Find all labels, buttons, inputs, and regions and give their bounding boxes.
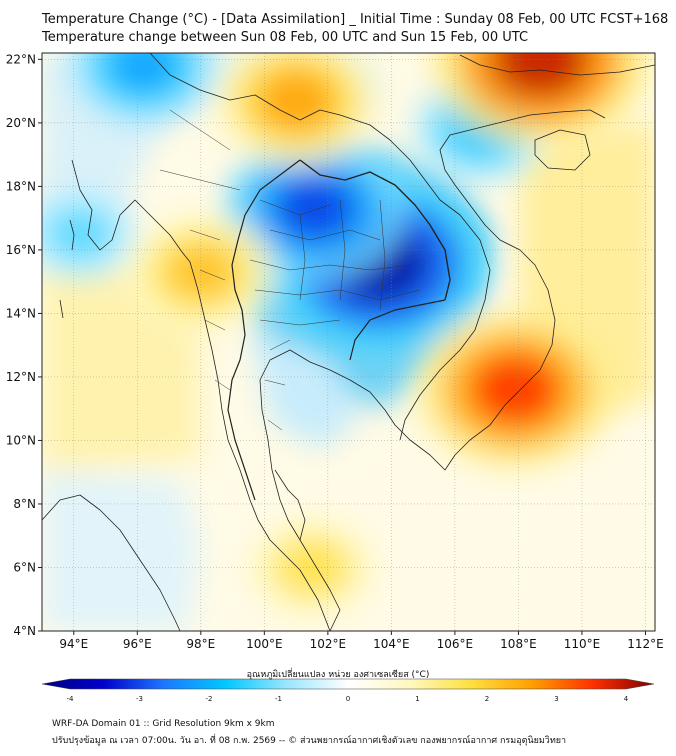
border-thailand-cambodia [349, 299, 446, 361]
colorbar-title: อุณหภูมิเปลี่ยนแปลง หน่วย องศาเซลเซียส (… [246, 670, 430, 680]
chart-title: Temperature Change (°C) - [Data Assimila… [42, 12, 669, 27]
province-lines-thailand [249, 199, 421, 431]
lat-label: 16°N [6, 243, 36, 257]
colorbar-tick-label: -2 [206, 695, 213, 703]
lon-label: 98°E [186, 637, 215, 651]
lat-label: 10°N [6, 433, 36, 447]
footer-update-info: ปรับปรุงข้อมูล ณ เวลา 07:00น. วัน อา. ที… [52, 736, 567, 746]
coastline-gulf-thailand [259, 109, 606, 632]
colorbar-tick-label: 0 [346, 695, 350, 703]
colorbar-tick-label: -4 [67, 695, 75, 703]
pale-blue-gulf [250, 330, 360, 450]
pale-blue-band-south [42, 470, 200, 631]
lat-label: 14°N [6, 306, 36, 320]
lat-label: 22°N [6, 52, 36, 66]
lon-label: 108°E [500, 637, 537, 651]
anomaly-north-laos-warming-ring-2 [258, 70, 334, 131]
anomaly-south-china-warming-ring-2 [492, 53, 589, 98]
colorbar-tick-label: 3 [554, 695, 558, 703]
lon-label: 110°E [564, 637, 601, 651]
colorbar-tick-label: 2 [485, 695, 489, 703]
island-andaman [59, 219, 75, 319]
colorbar-tick-label: -3 [136, 695, 143, 703]
lat-label: 6°N [13, 560, 36, 574]
lat-label: 4°N [13, 624, 36, 638]
lon-label: 100°E [246, 637, 283, 651]
axis-labels: 22°N 20°N 18°N 16°N 14°N 12°N 10°N 8°N 6°N 4°N 94°… [6, 52, 664, 651]
lon-label: 96°E [123, 637, 152, 651]
anomaly-andaman-cooling-ring-2 [53, 212, 107, 256]
coastline-myanmar-west [71, 159, 331, 632]
coastline-malay-east [274, 469, 306, 541]
colorbar-bar [41, 678, 655, 690]
lat-label: 18°N [6, 179, 36, 193]
border-thailand-laos [299, 159, 451, 301]
anomaly-malay-peninsula-warming-ring-2 [281, 543, 343, 592]
map-plot-area [41, 52, 656, 632]
lon-label: 112°E [627, 637, 664, 651]
lon-label: 104°E [373, 637, 410, 651]
colorbar: -4 -3 -2 -1 0 1 2 3 4 [41, 678, 655, 703]
colorbar-ticks: -4 -3 -2 -1 0 1 2 3 4 [67, 695, 629, 703]
coastline-sumatra-north [41, 494, 181, 632]
temperature-change-field [42, 53, 655, 631]
lat-label: 20°N [6, 116, 36, 130]
chart-subtitle: Temperature change between Sun 08 Feb, 0… [42, 30, 529, 45]
anomaly-southern-cambodia-warming-ring-2 [470, 353, 560, 426]
lat-label: 12°N [6, 370, 36, 384]
coastline-china-south [459, 54, 656, 76]
anomaly-myanmar-north-cooling-ring-2 [109, 53, 178, 93]
border-laos-vietnam [339, 114, 491, 331]
coastlines-and-borders [41, 52, 656, 632]
border-myanmar-china [149, 52, 341, 121]
border-thailand-myanmar [227, 159, 301, 501]
lat-label: 8°N [13, 497, 36, 511]
anomaly-north-thailand-cooling-ring-2 [274, 175, 357, 242]
lon-label: 102°E [310, 637, 347, 651]
footer-model-info: WRF-DA Domain 01 :: Grid Resolution 9km … [52, 719, 275, 729]
colorbar-tick-label: -1 [275, 695, 282, 703]
lon-label: 94°E [59, 637, 88, 651]
province-lines-myanmar [159, 109, 241, 391]
map-frame [41, 52, 656, 632]
coastline-hainan [534, 129, 591, 171]
colorbar-tick-label: 4 [624, 695, 629, 703]
lon-label: 106°E [437, 637, 474, 651]
colorbar-tick-label: 1 [415, 695, 419, 703]
border-cambodia-vietnam [399, 329, 476, 441]
